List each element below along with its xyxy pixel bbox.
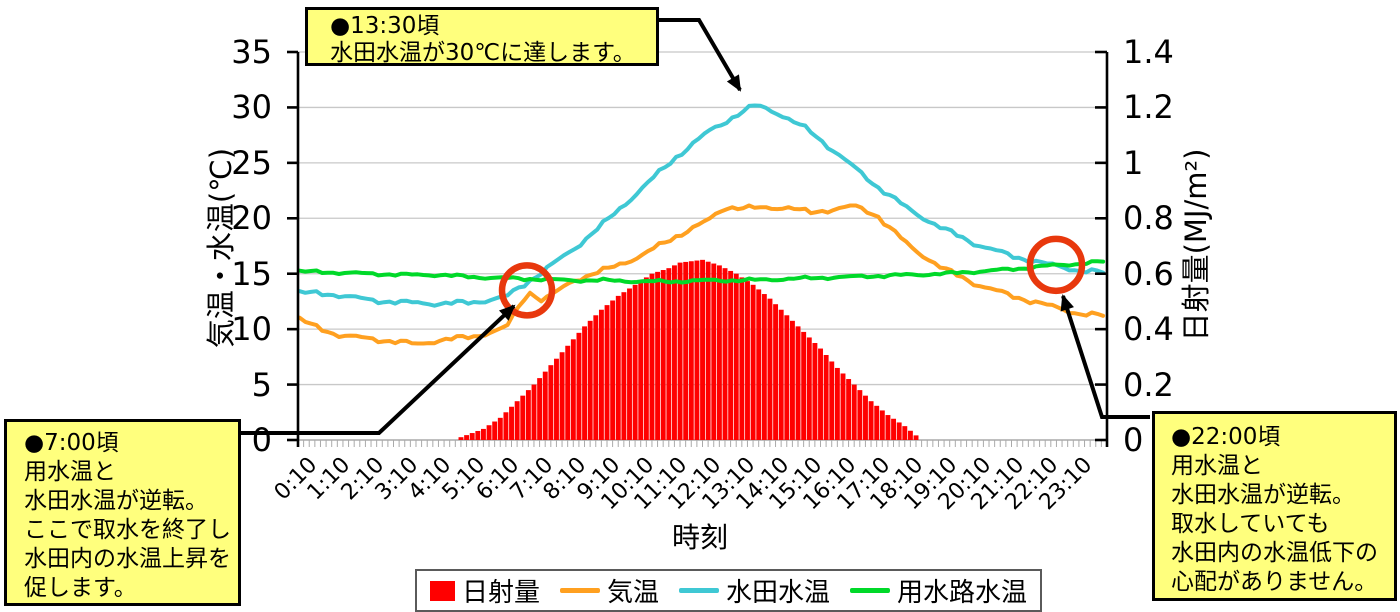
legend-item-用水路水温: 用水路水温 <box>850 572 1027 609</box>
y-right-tick-label: 0.4 <box>1123 310 1174 349</box>
legend-label: 気温 <box>607 578 660 608</box>
y-left-tick-label: 5 <box>251 365 272 404</box>
y-left-tick-label: 30 <box>231 88 272 127</box>
legend-label: 日射量 <box>462 578 541 608</box>
callout-night-2200: ●22:00頃 用水温と 水田水温が逆転。 取水していても 水田内の水温低下の … <box>1152 411 1397 601</box>
legend-label: 水田水温 <box>726 578 831 608</box>
y-left-tick-label: 25 <box>231 143 272 182</box>
legend-item-気温: 気温 <box>560 572 659 609</box>
y-right-tick-label: 1.4 <box>1123 33 1174 71</box>
legend-label: 用水路水温 <box>897 578 1028 608</box>
y-right-tick-label: 1 <box>1123 143 1144 182</box>
y-right-tick-label: 1.2 <box>1123 88 1174 127</box>
callout-peak-1330: ●13:30頃 水田水温が30℃に達します。 <box>305 7 659 66</box>
legend-item-水田水温: 水田水温 <box>679 572 830 609</box>
y-right-tick-label: 0.8 <box>1123 199 1174 238</box>
legend: 日射量 気温 水田水温 用水路水温 <box>415 569 1043 612</box>
legend-line-swatch <box>850 588 891 593</box>
solar-radiation-bars <box>458 259 919 440</box>
highlight-circles <box>498 235 1086 319</box>
callout-arrows <box>241 18 1150 435</box>
legend-line-swatch <box>560 588 601 593</box>
x-axis-title: 時刻 <box>671 521 728 554</box>
temperature-lines <box>297 103 1106 346</box>
legend-square-swatch <box>430 580 455 601</box>
axes <box>287 50 1109 447</box>
y-left-tick-label: 35 <box>231 33 272 71</box>
legend-item-日射量: 日射量 <box>430 572 540 609</box>
legend-line-swatch <box>679 588 720 593</box>
callout-morning-700: ●7:00頃 用水温と 水田水温が逆転。 ここで取水を終了し 水田内の水温上昇を… <box>4 419 241 606</box>
y-right-tick-label: 0.6 <box>1123 254 1174 293</box>
y-right-tick-label: 0.2 <box>1123 365 1174 404</box>
y-left-tick-label: 15 <box>231 254 272 293</box>
y-right-tick-label: 0 <box>1123 421 1144 459</box>
y-left-tick-label: 20 <box>231 199 272 238</box>
y-left-tick-label: 10 <box>231 310 272 349</box>
